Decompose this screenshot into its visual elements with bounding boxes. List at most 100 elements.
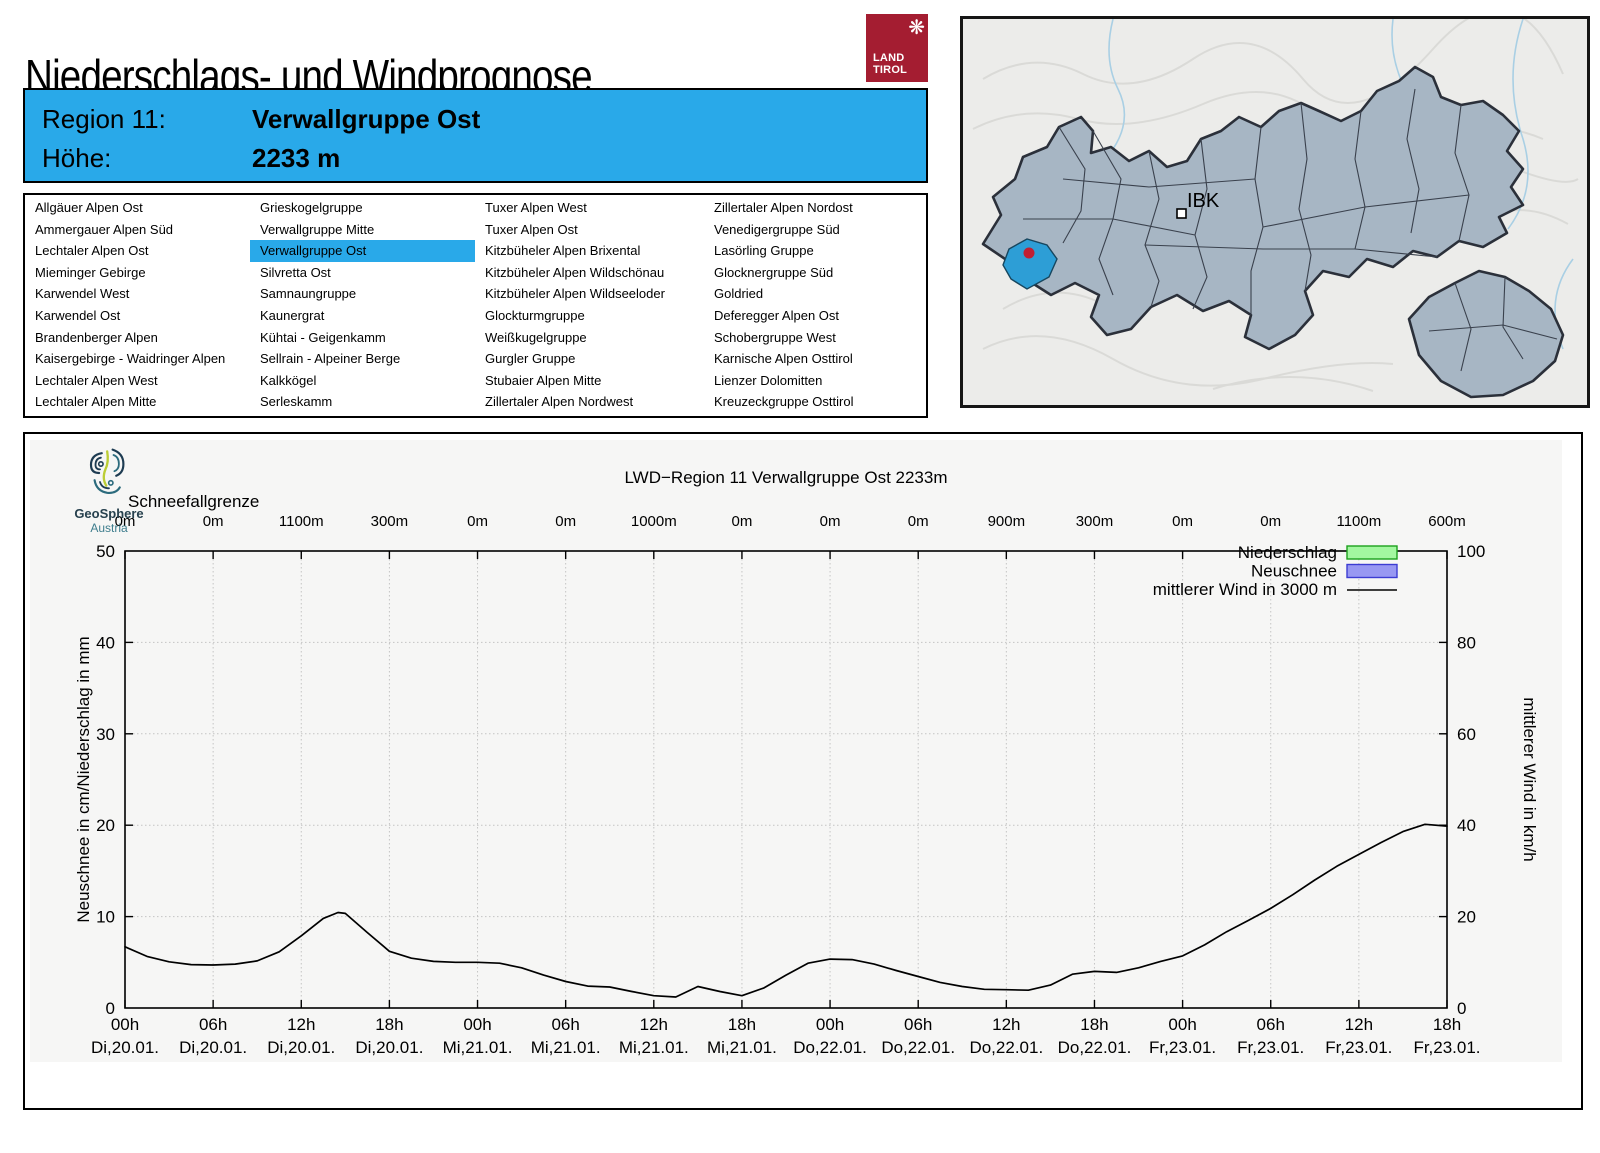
region-list-column-3: Tuxer Alpen West Tuxer Alpen Ost Kitzbühel… [475, 197, 700, 413]
region-list-item[interactable]: Kitzbüheler Alpen Wildseeloder [485, 286, 665, 302]
region-info-box: Region 11: Verwallgruppe Ost Höhe: 2233 m [23, 88, 928, 183]
region-list-item[interactable]: Lechtaler Alpen Ost [35, 243, 149, 259]
y-axis-right-title: mittlerer Wind in km/h [1520, 697, 1539, 861]
region-list-item-selected[interactable]: Verwallgruppe Ost [250, 240, 475, 262]
tirol-map[interactable]: IBK [960, 16, 1590, 408]
legend-swatch [1346, 545, 1398, 560]
region-list-item[interactable]: Mieminger Gebirge [35, 264, 146, 280]
altitude-label: Höhe: [42, 143, 112, 173]
region-list-item[interactable]: Kitzbüheler Alpen Wildschönau [485, 264, 665, 280]
snowline-label: Schneefallgrenze [128, 492, 259, 511]
snowline-value: 1100m [279, 513, 324, 530]
region-list-item[interactable]: Lasörling Gruppe [714, 243, 814, 259]
region-list-item[interactable]: Sellrain - Alpeiner Berge [260, 351, 401, 367]
x-tick-date-label: Mi,21.01. [707, 1038, 777, 1057]
region-list-item[interactable]: Grieskogelgruppe [260, 200, 363, 215]
snowline-value: 0m [555, 513, 576, 530]
snowline-value: 1100m [1336, 513, 1381, 530]
y-axis-right-tick-label: 80 [1457, 633, 1476, 652]
x-tick-date-label: Do,22.01. [793, 1038, 867, 1057]
region-list-item[interactable]: Tuxer Alpen Ost [485, 221, 578, 237]
region-list-item[interactable]: Kaisergebirge - Waidringer Alpen [35, 351, 226, 367]
region-list-item[interactable]: Karwendel Ost [35, 307, 121, 323]
snowline-value: 900m [988, 513, 1026, 530]
x-tick-date-label: Mi,21.01. [443, 1038, 513, 1057]
region-list-item[interactable]: Goldried [714, 286, 764, 302]
altitude-value: 2233 m [252, 143, 341, 173]
map-region-selected[interactable] [1002, 238, 1058, 290]
snowline-value: 0m [732, 513, 753, 530]
geosphere-swirl-icon [89, 448, 125, 494]
region-list-item[interactable]: Kreuzeckgruppe Osttirol [714, 394, 854, 410]
region-list-column-4: Zillertaler Alpen Nordost Venedigergruppe… [704, 197, 929, 413]
region-list-item[interactable]: Serleskamm [260, 394, 333, 410]
x-tick-hour-label: 12h [640, 1015, 668, 1034]
x-tick-date-label: Di,20.01. [355, 1038, 423, 1057]
region-list-item[interactable]: Kaunergrat [260, 307, 325, 323]
region-list-item[interactable]: Weißkugelgruppe [485, 329, 587, 345]
x-tick-hour-label: 12h [287, 1015, 315, 1034]
chart-title: LWD−Region 11 Verwallgruppe Ost 2233m [624, 468, 947, 487]
legend-label: Niederschlag [1238, 543, 1337, 562]
region-list-item[interactable]: Allgäuer Alpen Ost [35, 200, 143, 215]
region-list-item[interactable]: Tuxer Alpen West [485, 200, 587, 215]
x-tick-date-label: Do,22.01. [881, 1038, 955, 1057]
ibk-label: IBK [1187, 190, 1220, 212]
y-axis-left-tick-label: 0 [106, 999, 115, 1018]
x-tick-date-label: Mi,21.01. [619, 1038, 689, 1057]
y-axis-right-tick-label: 60 [1457, 725, 1476, 744]
snowline-value: 0m [908, 513, 929, 530]
y-axis-right-tick-label: 20 [1457, 908, 1476, 927]
region-list-item[interactable]: Deferegger Alpen Ost [714, 307, 840, 323]
region-value: Verwallgruppe Ost [252, 104, 481, 134]
region-list-item[interactable]: Ammergauer Alpen Süd [35, 221, 174, 237]
map-region-north-tirol[interactable] [981, 65, 1525, 351]
forecast-chart: LWD−Region 11 Verwallgruppe Ost 2233m Sch… [30, 440, 1562, 1062]
region-list-item[interactable]: Samnaungruppe [260, 286, 357, 302]
region-list-item[interactable]: Kalkkögel [260, 372, 317, 388]
region-list-column-1: Allgäuer Alpen Ost Ammergauer Alpen Süd Le… [25, 197, 250, 413]
region-list-item[interactable]: Lienzer Dolomitten [714, 372, 823, 388]
region-list-item[interactable]: Glockturmgruppe [485, 307, 585, 323]
y-axis-left-tick-label: 30 [96, 725, 115, 744]
x-tick-hour-label: 00h [111, 1015, 139, 1034]
snowline-value: 1000m [631, 513, 677, 530]
map-region-east-tirol[interactable] [1407, 269, 1565, 399]
region-list-item[interactable]: Kühtai - Geigenkamm [260, 329, 386, 345]
legend-label: Neuschnee [1251, 562, 1337, 581]
y-axis-right-tick-label: 40 [1457, 816, 1476, 835]
region-list-item[interactable]: Gurgler Gruppe [485, 351, 576, 367]
ibk-marker [1176, 208, 1187, 219]
region-list-item[interactable]: Glocknergruppe Süd [714, 264, 834, 280]
x-tick-hour-label: 06h [199, 1015, 227, 1034]
x-tick-hour-label: 00h [463, 1015, 491, 1034]
region-list-item[interactable]: Zillertaler Alpen Nordost [714, 200, 853, 215]
legend-swatch [1346, 563, 1398, 579]
region-list-item[interactable]: Lechtaler Alpen West [35, 372, 158, 388]
region-list-item[interactable]: Schobergruppe West [714, 329, 836, 345]
land-tirol-logo: ❋ LAND TIROL [866, 14, 928, 82]
y-axis-left-tick-label: 50 [96, 542, 115, 561]
region-list-item[interactable]: Silvretta Ost [260, 264, 331, 280]
x-tick-date-label: Di,20.01. [179, 1038, 247, 1057]
region-list-item[interactable]: Zillertaler Alpen Nordwest [485, 394, 634, 410]
region-list-item[interactable]: Lechtaler Alpen Mitte [35, 394, 157, 410]
region-list-item[interactable]: Karnische Alpen Osttirol [714, 351, 853, 367]
region-list-item[interactable]: Kitzbüheler Alpen Brixental [485, 243, 641, 259]
x-tick-date-label: Do,22.01. [969, 1038, 1043, 1057]
region-label: Region 11: [42, 104, 166, 134]
tirol-map-svg: IBK [972, 19, 1579, 399]
region-list-item[interactable]: Venedigergruppe Süd [714, 221, 840, 237]
x-tick-date-label: Mi,21.01. [531, 1038, 601, 1057]
region-list-item[interactable]: Stubaier Alpen Mitte [485, 372, 602, 388]
x-tick-hour-label: 18h [375, 1015, 403, 1034]
snowline-value: 600m [1428, 513, 1466, 530]
x-tick-date-label: Fr,23.01. [1149, 1038, 1216, 1057]
region-list-item[interactable]: Karwendel West [35, 286, 130, 302]
snowline-value: 0m [1172, 513, 1193, 530]
region-list-item[interactable]: Verwallgruppe Mitte [260, 221, 375, 237]
region-list-item[interactable]: Brandenberger Alpen [35, 329, 158, 345]
tyrol-eagle-icon: ❋ [908, 17, 925, 39]
x-tick-date-label: Di,20.01. [91, 1038, 159, 1057]
